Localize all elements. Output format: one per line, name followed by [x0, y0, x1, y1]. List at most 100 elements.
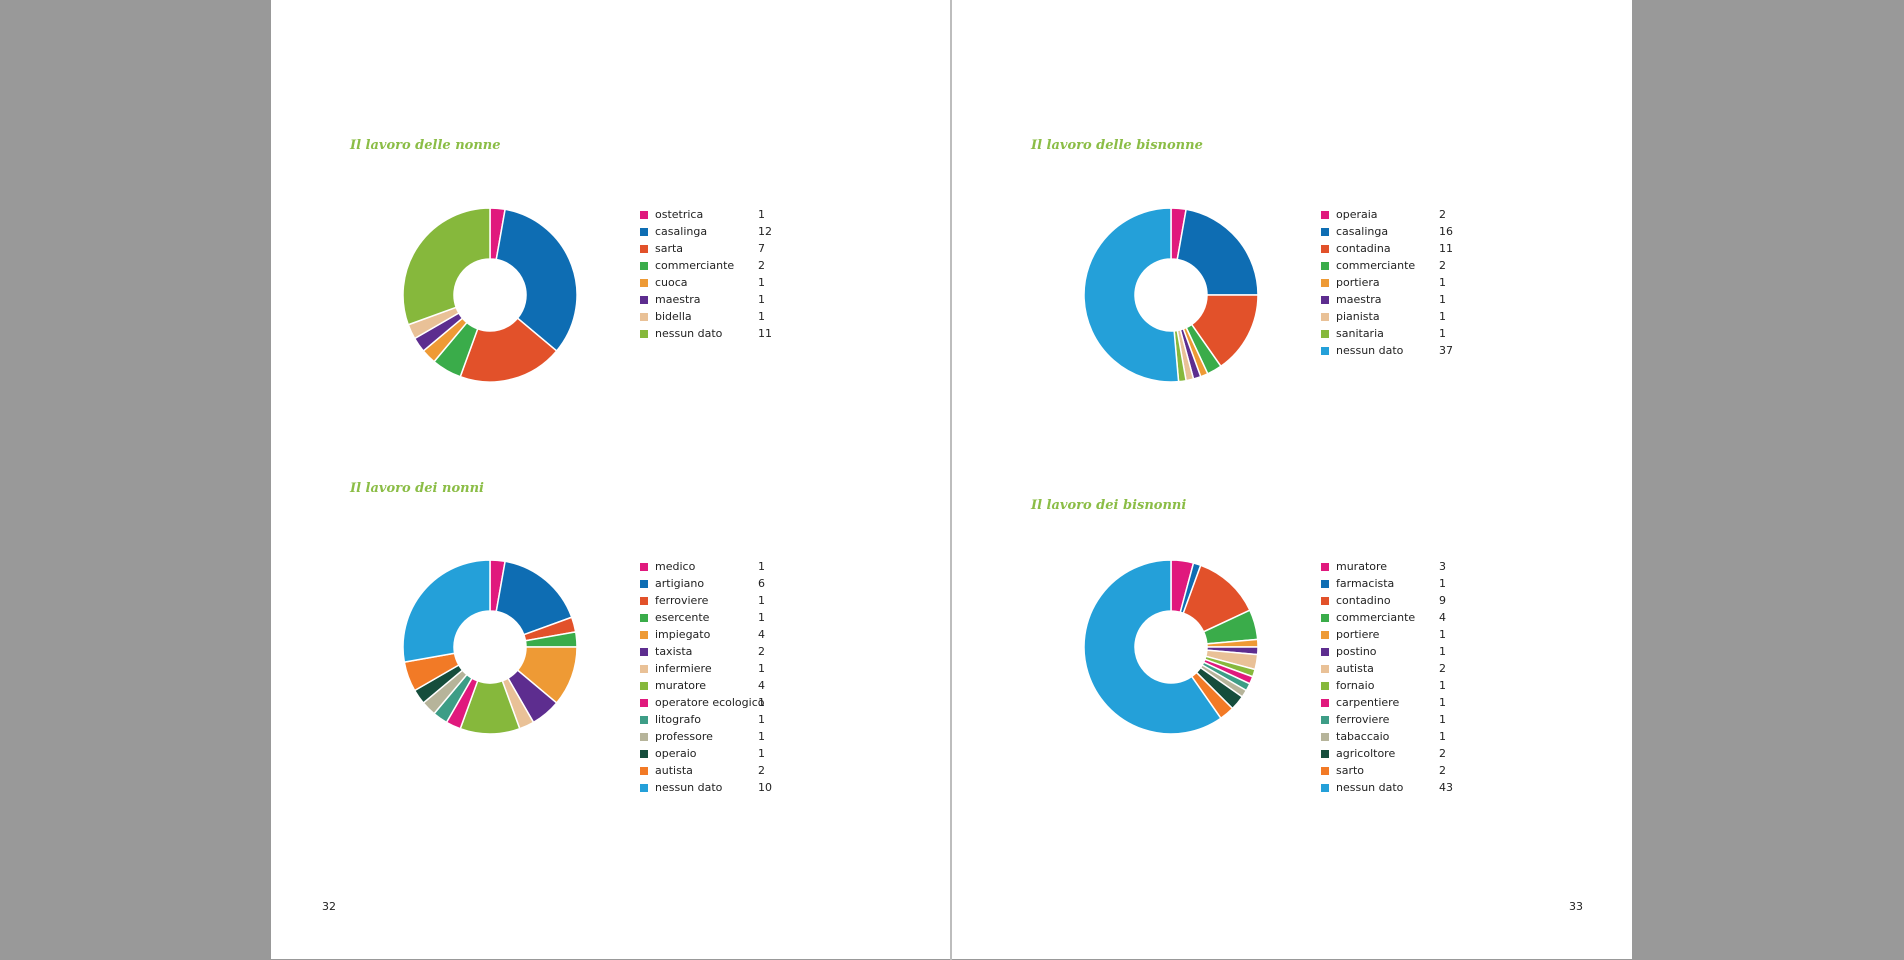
legend-value: 9 [1439, 594, 1446, 607]
legend-swatch [1321, 767, 1329, 775]
legend-value: 10 [758, 781, 772, 794]
page-gutter [950, 0, 952, 960]
legend-value: 1 [1439, 730, 1446, 743]
donut-chart [402, 559, 578, 735]
legend-swatch [1321, 631, 1329, 639]
legend-value: 43 [1439, 781, 1453, 794]
legend-value: 16 [1439, 225, 1453, 238]
legend-value: 1 [1439, 293, 1446, 306]
legend-label: commerciante [655, 259, 735, 272]
legend-value: 4 [758, 628, 765, 641]
legend-label: maestra [655, 293, 701, 306]
legend-value: 1 [758, 611, 765, 624]
legend-label: infermiere [655, 662, 712, 675]
legend-swatch [640, 682, 648, 690]
legend-swatch [1321, 347, 1329, 355]
legend-swatch [1321, 580, 1329, 588]
legend-value: 11 [758, 327, 772, 340]
legend-swatch [640, 750, 648, 758]
legend-label: ferroviere [655, 594, 709, 607]
pie-slice-nessun-dato [402, 559, 491, 663]
legend-value: 1 [1439, 310, 1446, 323]
pie-slice-casalinga [495, 208, 578, 352]
legend-value: 2 [1439, 764, 1446, 777]
chart-title: Il lavoro dei nonni [350, 481, 484, 496]
legend-swatch [1321, 665, 1329, 673]
legend-label: maestra [1336, 293, 1382, 306]
pie-slice-casalinga [1176, 208, 1259, 296]
legend-label: sanitaria [1336, 327, 1384, 340]
legend-value: 1 [758, 293, 765, 306]
page-number-right: 33 [1569, 900, 1583, 913]
legend-value: 2 [1439, 208, 1446, 221]
legend-label: operaia [1336, 208, 1378, 221]
donut-chart [1083, 559, 1259, 735]
legend-swatch [640, 296, 648, 304]
legend-value: 3 [1439, 560, 1446, 573]
legend-label: bidella [655, 310, 692, 323]
legend-label: casalinga [655, 225, 708, 238]
legend-swatch [1321, 699, 1329, 707]
legend-value: 2 [1439, 259, 1446, 272]
legend-swatch [1321, 614, 1329, 622]
left-page [271, 0, 951, 959]
legend-swatch [1321, 597, 1329, 605]
legend-value: 2 [758, 259, 765, 272]
legend-label: litografo [655, 713, 702, 726]
legend-value: 11 [1439, 242, 1453, 255]
legend-swatch [1321, 228, 1329, 236]
donut-chart [1083, 207, 1259, 383]
legend-value: 1 [758, 713, 765, 726]
legend-label: autista [1336, 662, 1374, 675]
legend-swatch [1321, 313, 1329, 321]
legend-label: ostetrica [655, 208, 704, 221]
legend-swatch [640, 211, 648, 219]
legend-value: 37 [1439, 344, 1453, 357]
legend-value: 1 [1439, 696, 1446, 709]
legend-value: 6 [758, 577, 765, 590]
right-page [952, 0, 1632, 959]
legend-swatch [640, 699, 648, 707]
legend-label: carpentiere [1336, 696, 1400, 709]
legend-label: medico [655, 560, 696, 573]
chart-title: Il lavoro delle nonne [350, 138, 501, 153]
legend-label: artigiano [655, 577, 705, 590]
legend-swatch [640, 580, 648, 588]
legend-swatch [1321, 716, 1329, 724]
legend-value: 7 [758, 242, 765, 255]
legend-swatch [640, 330, 648, 338]
legend-label: ferroviere [1336, 713, 1390, 726]
legend-swatch [1321, 733, 1329, 741]
legend-label: sarto [1336, 764, 1365, 777]
legend-label: portiere [1336, 628, 1380, 641]
chart-title: Il lavoro dei bisnonni [1031, 498, 1187, 513]
legend-label: nessun dato [1336, 344, 1404, 357]
pie-slice-nessun-dato [1083, 559, 1222, 735]
legend-value: 1 [1439, 628, 1446, 641]
legend-swatch [1321, 296, 1329, 304]
legend-swatch [1321, 330, 1329, 338]
legend-label: operaio [655, 747, 697, 760]
legend-swatch [640, 563, 648, 571]
legend-swatch [1321, 262, 1329, 270]
legend-label: commerciante [1336, 611, 1416, 624]
legend-swatch [640, 631, 648, 639]
legend-value: 1 [1439, 645, 1446, 658]
legend-label: portiera [1336, 276, 1380, 289]
legend-label: muratore [1336, 560, 1388, 573]
legend-value: 1 [1439, 713, 1446, 726]
legend-label: nessun dato [655, 327, 723, 340]
legend-swatch [1321, 648, 1329, 656]
pie-slice-nessun-dato [402, 207, 491, 326]
legend-swatch [640, 262, 648, 270]
legend-swatch [1321, 245, 1329, 253]
legend-label: commerciante [1336, 259, 1416, 272]
legend-swatch [1321, 211, 1329, 219]
legend-value: 1 [758, 747, 765, 760]
legend-swatch [1321, 279, 1329, 287]
chart-title: Il lavoro delle bisnonne [1031, 138, 1203, 153]
legend-swatch [640, 648, 648, 656]
legend-swatch [640, 767, 648, 775]
legend-swatch [640, 716, 648, 724]
legend-label: pianista [1336, 310, 1380, 323]
